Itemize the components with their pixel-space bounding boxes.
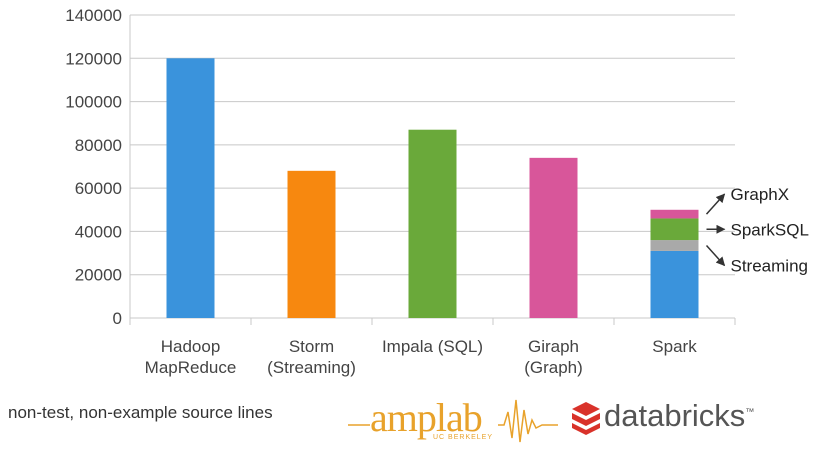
bar-segment [650, 250, 699, 318]
bar-segment [650, 218, 699, 241]
amplab-wordmark: amplab [370, 395, 483, 440]
x-category-label: Giraph [528, 337, 579, 356]
bar-segment [650, 209, 699, 219]
bar [166, 58, 215, 319]
amplab-logo: amplab UC BERKELEY [348, 392, 558, 448]
bar [408, 129, 457, 318]
annotation-label: Streaming [731, 256, 808, 275]
y-tick-label: 100000 [65, 93, 122, 112]
amplab-subtitle: UC BERKELEY [433, 434, 494, 441]
x-category-label: Storm [289, 337, 334, 356]
bar-chart: 0 20000 40000 60000 80000 100000 120000 140000 H… [65, 6, 809, 377]
y-tick-label: 0 [113, 309, 122, 328]
annotation-arrow [705, 193, 726, 215]
x-category-label: MapReduce [145, 358, 237, 377]
x-category-label: (Streaming) [267, 358, 356, 377]
y-tick-label: 40000 [75, 222, 122, 241]
databricks-wordmark: databricks™ [604, 398, 755, 433]
bar-segment [650, 240, 699, 251]
annotation-label: SparkSQL [731, 220, 809, 239]
y-tick-label: 60000 [75, 179, 122, 198]
y-tick-label: 20000 [75, 266, 122, 285]
y-tick-label: 140000 [65, 6, 122, 25]
annotation-arrow [705, 244, 726, 267]
databricks-icon [572, 402, 600, 435]
bar [287, 170, 336, 318]
x-category-label: (Graph) [524, 358, 583, 377]
x-category-label: Impala (SQL) [382, 337, 483, 356]
annotation-label: GraphX [731, 185, 790, 204]
footer-caption: non-test, non-example source lines [8, 403, 273, 422]
databricks-logo: databricks™ [570, 398, 780, 438]
y-tick-label: 120000 [65, 49, 122, 68]
x-category-label: Spark [652, 337, 697, 356]
bar [529, 157, 578, 318]
x-category-label: Hadoop [161, 337, 221, 356]
y-tick-label: 80000 [75, 136, 122, 155]
